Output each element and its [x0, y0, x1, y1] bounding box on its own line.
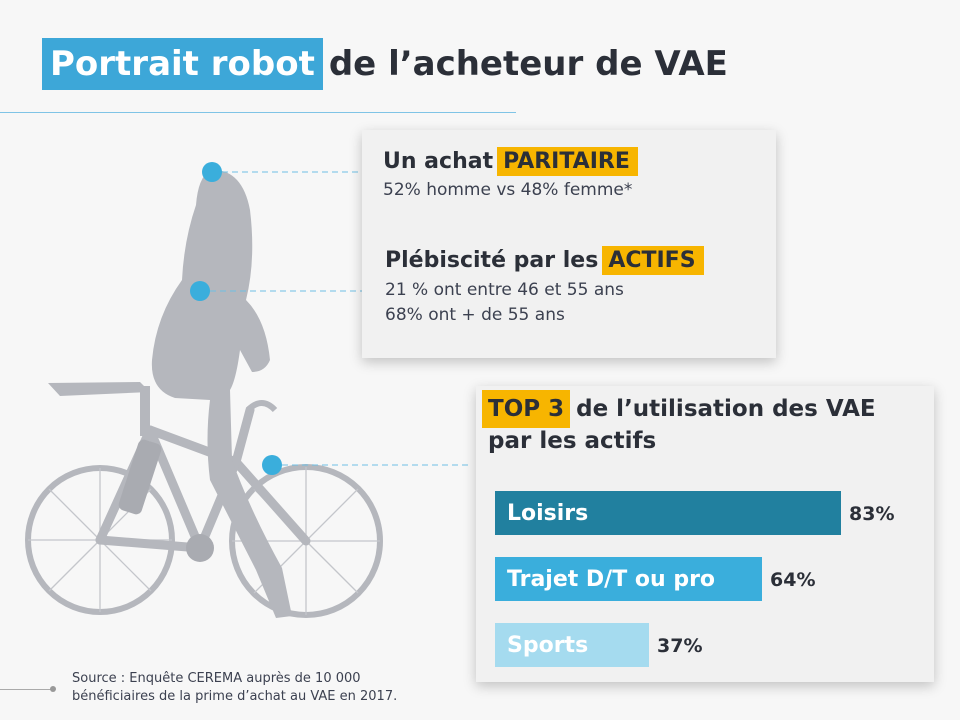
bar-3: Sports [495, 623, 649, 667]
cyclist-illustration [25, 169, 383, 618]
chart-heading: TOP 3 de l’utilisation des VAE par les ac… [482, 390, 876, 457]
bar-2: Trajet D/T ou pro [495, 557, 762, 601]
gender-split-text: 52% homme vs 48% femme* [383, 180, 633, 200]
bar-label: Sports [507, 632, 589, 658]
bar-value-label: 64% [770, 569, 816, 591]
title-rest: de l’acheteur de VAE [328, 44, 728, 84]
item-actifs-heading-text: Plébiscité par les [385, 248, 599, 273]
item-parity-heading-text: Un achat [383, 149, 494, 174]
item-parity-heading: Un achat PARITAIRE [383, 147, 638, 176]
source-note: Source : Enquête CEREMA auprès de 10 000… [72, 670, 397, 706]
bar-label: Loisirs [507, 500, 589, 526]
rider-silhouette [151, 169, 292, 618]
title-highlight: Portrait robot [42, 38, 323, 90]
paritaire-tag: PARITAIRE [497, 147, 638, 176]
bar-1: Loisirs [495, 491, 841, 535]
dot-body [190, 281, 210, 301]
chart-heading-line2: par les actifs [488, 428, 657, 454]
dot-head [202, 162, 222, 182]
dot-legs [262, 455, 282, 475]
bar-value-label: 37% [657, 635, 703, 657]
actifs-tag: ACTIFS [602, 246, 704, 275]
source-line-1: Source : Enquête CEREMA auprès de 10 000 [72, 671, 361, 686]
item-actifs-heading: Plébiscité par les ACTIFS [385, 246, 704, 275]
bar-label: Trajet D/T ou pro [507, 566, 716, 592]
chart-heading-rest: de l’utilisation des VAE [576, 396, 876, 422]
source-line-2: bénéficiaires de la prime d’achat au VAE… [72, 689, 398, 704]
page-title: Portrait robot de l’acheteur de VAE [42, 38, 728, 90]
source-divider [0, 689, 54, 690]
source-dot [50, 686, 56, 692]
bar-value-label: 83% [849, 503, 895, 525]
age-46-55-text: 21 % ont entre 46 et 55 ans [385, 280, 624, 300]
title-divider [0, 112, 516, 113]
top3-tag: TOP 3 [482, 390, 571, 428]
age-55-plus-text: 68% ont + de 55 ans [385, 305, 565, 325]
